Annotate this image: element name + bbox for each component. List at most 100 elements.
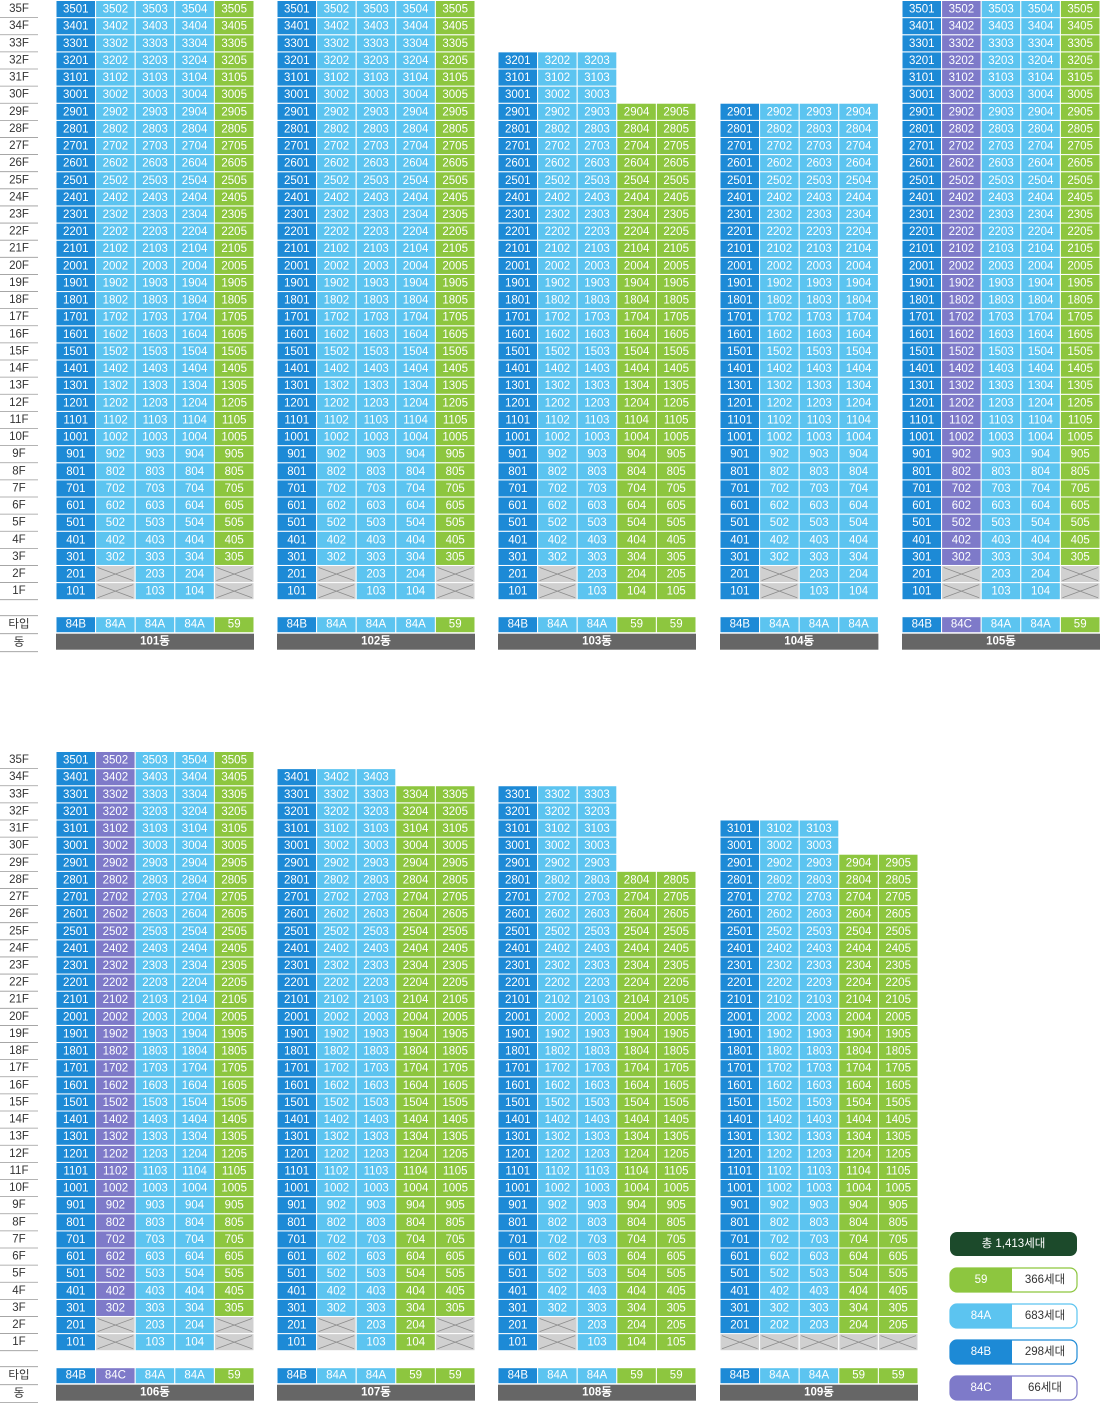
unit-number: 2504 bbox=[1028, 175, 1054, 187]
unit-number: 705 bbox=[667, 483, 686, 495]
unit-number: 103 bbox=[587, 1337, 606, 1349]
unit-number: 3504 bbox=[1028, 4, 1054, 16]
floor-label: 11F bbox=[10, 1165, 29, 1177]
unit-number: 2802 bbox=[767, 874, 793, 886]
unit-number: 304 bbox=[849, 551, 869, 563]
unit-number: 905 bbox=[1071, 449, 1090, 461]
unit-number: 1301 bbox=[284, 380, 310, 392]
unit-number: 2701 bbox=[63, 892, 89, 904]
unit-number: 704 bbox=[627, 483, 647, 495]
unit-number: 3304 bbox=[403, 789, 429, 801]
unit-number: 2703 bbox=[142, 141, 168, 153]
floor-label: 19F bbox=[9, 277, 29, 289]
unit-number: 1502 bbox=[324, 1097, 350, 1109]
building-name: 103동 bbox=[582, 635, 612, 648]
void-cross bbox=[318, 567, 355, 581]
unit-number: 2205 bbox=[442, 977, 468, 989]
unit-number: 1003 bbox=[806, 1183, 832, 1195]
type-label: 59 bbox=[630, 619, 643, 631]
unit-number: 3204 bbox=[182, 55, 208, 67]
unit-number: 1805 bbox=[663, 295, 689, 307]
unit-number: 3305 bbox=[442, 789, 468, 801]
unit-number: 2404 bbox=[1028, 192, 1054, 204]
unit-number: 2203 bbox=[363, 977, 389, 989]
unit-number: 2105 bbox=[885, 994, 911, 1006]
unit-number: 1304 bbox=[403, 1131, 429, 1143]
unit-number: 1201 bbox=[505, 397, 531, 409]
unit-number: 104 bbox=[627, 1337, 647, 1349]
unit-number: 605 bbox=[446, 500, 465, 512]
unit-number: 2401 bbox=[284, 943, 310, 955]
unit-number: 1003 bbox=[363, 432, 389, 444]
unit-number: 3204 bbox=[1028, 55, 1054, 67]
unit-number: 304 bbox=[627, 1302, 647, 1314]
unit-number: 3104 bbox=[182, 823, 208, 835]
unit-number: 1504 bbox=[182, 346, 208, 358]
unit-number: 503 bbox=[809, 517, 828, 529]
unit-number: 2403 bbox=[584, 192, 610, 204]
unit-number: 3405 bbox=[221, 772, 247, 784]
unit-number: 1802 bbox=[324, 1046, 350, 1058]
unit-number: 301 bbox=[508, 1302, 527, 1314]
unit-number: 1401 bbox=[63, 363, 89, 375]
unit-number: 2903 bbox=[363, 106, 389, 118]
unit-number: 2002 bbox=[767, 260, 793, 272]
unit-number: 3201 bbox=[505, 55, 531, 67]
unit-number: 1903 bbox=[988, 277, 1014, 289]
unit-number: 703 bbox=[809, 483, 828, 495]
unit-number: 1801 bbox=[63, 295, 89, 307]
unit-number: 1204 bbox=[1028, 397, 1054, 409]
unit-number: 2905 bbox=[1067, 106, 1093, 118]
unit-number: 905 bbox=[667, 449, 686, 461]
void-cross bbox=[437, 567, 474, 581]
unit-number: 2304 bbox=[403, 960, 429, 972]
unit-number: 2302 bbox=[545, 960, 571, 972]
unit-number: 701 bbox=[287, 1234, 306, 1246]
unit-number: 2501 bbox=[727, 926, 753, 938]
unit-number: 2702 bbox=[103, 892, 129, 904]
unit-number: 1704 bbox=[1028, 312, 1054, 324]
unit-cell bbox=[213, 0, 255, 19]
unit-number: 2001 bbox=[63, 1011, 89, 1023]
unit-number: 2201 bbox=[63, 977, 89, 989]
unit-number: 1102 bbox=[324, 414, 349, 426]
building-name: 109동 bbox=[804, 1386, 834, 1399]
unit-number: 2401 bbox=[505, 192, 531, 204]
unit-number: 301 bbox=[66, 1302, 85, 1314]
unit-number: 1704 bbox=[182, 312, 208, 324]
unit-number: 1901 bbox=[505, 277, 531, 289]
unit-number: 303 bbox=[809, 551, 828, 563]
unit-number: 3104 bbox=[403, 72, 429, 84]
unit-number: 104 bbox=[185, 586, 205, 598]
unit-number: 805 bbox=[1071, 466, 1090, 478]
unit-number: 403 bbox=[587, 534, 606, 546]
unit-number: 705 bbox=[446, 483, 465, 495]
unit-number: 2501 bbox=[505, 926, 531, 938]
unit-number: 2702 bbox=[545, 892, 571, 904]
unit-number: 2402 bbox=[767, 192, 793, 204]
unit-number: 2502 bbox=[767, 175, 793, 187]
void-cross bbox=[539, 567, 576, 581]
unit-number: 2701 bbox=[909, 141, 935, 153]
unit-number: 1405 bbox=[442, 1114, 468, 1126]
unit-number: 802 bbox=[770, 466, 789, 478]
unit-number: 2901 bbox=[909, 106, 935, 118]
unit-number: 3301 bbox=[909, 38, 935, 50]
unit-number: 2804 bbox=[403, 123, 429, 135]
floor-label: 23F bbox=[9, 209, 29, 221]
unit-number: 402 bbox=[770, 1285, 789, 1297]
unit-number: 205 bbox=[889, 1320, 908, 1332]
unit-number: 501 bbox=[912, 517, 931, 529]
unit-number: 105 bbox=[667, 1337, 686, 1349]
unit-number: 3503 bbox=[142, 4, 168, 16]
unit-number: 1604 bbox=[624, 1080, 650, 1092]
unit-number: 3401 bbox=[63, 772, 89, 784]
unit-number: 3002 bbox=[767, 840, 793, 852]
unit-number: 1604 bbox=[624, 329, 650, 341]
unit-number: 3003 bbox=[142, 840, 168, 852]
floor-label: 5F bbox=[12, 1268, 25, 1280]
unit-number: 2905 bbox=[663, 106, 689, 118]
unit-number: 2404 bbox=[182, 192, 208, 204]
unit-number: 2802 bbox=[324, 874, 350, 886]
unit-number: 801 bbox=[508, 466, 527, 478]
